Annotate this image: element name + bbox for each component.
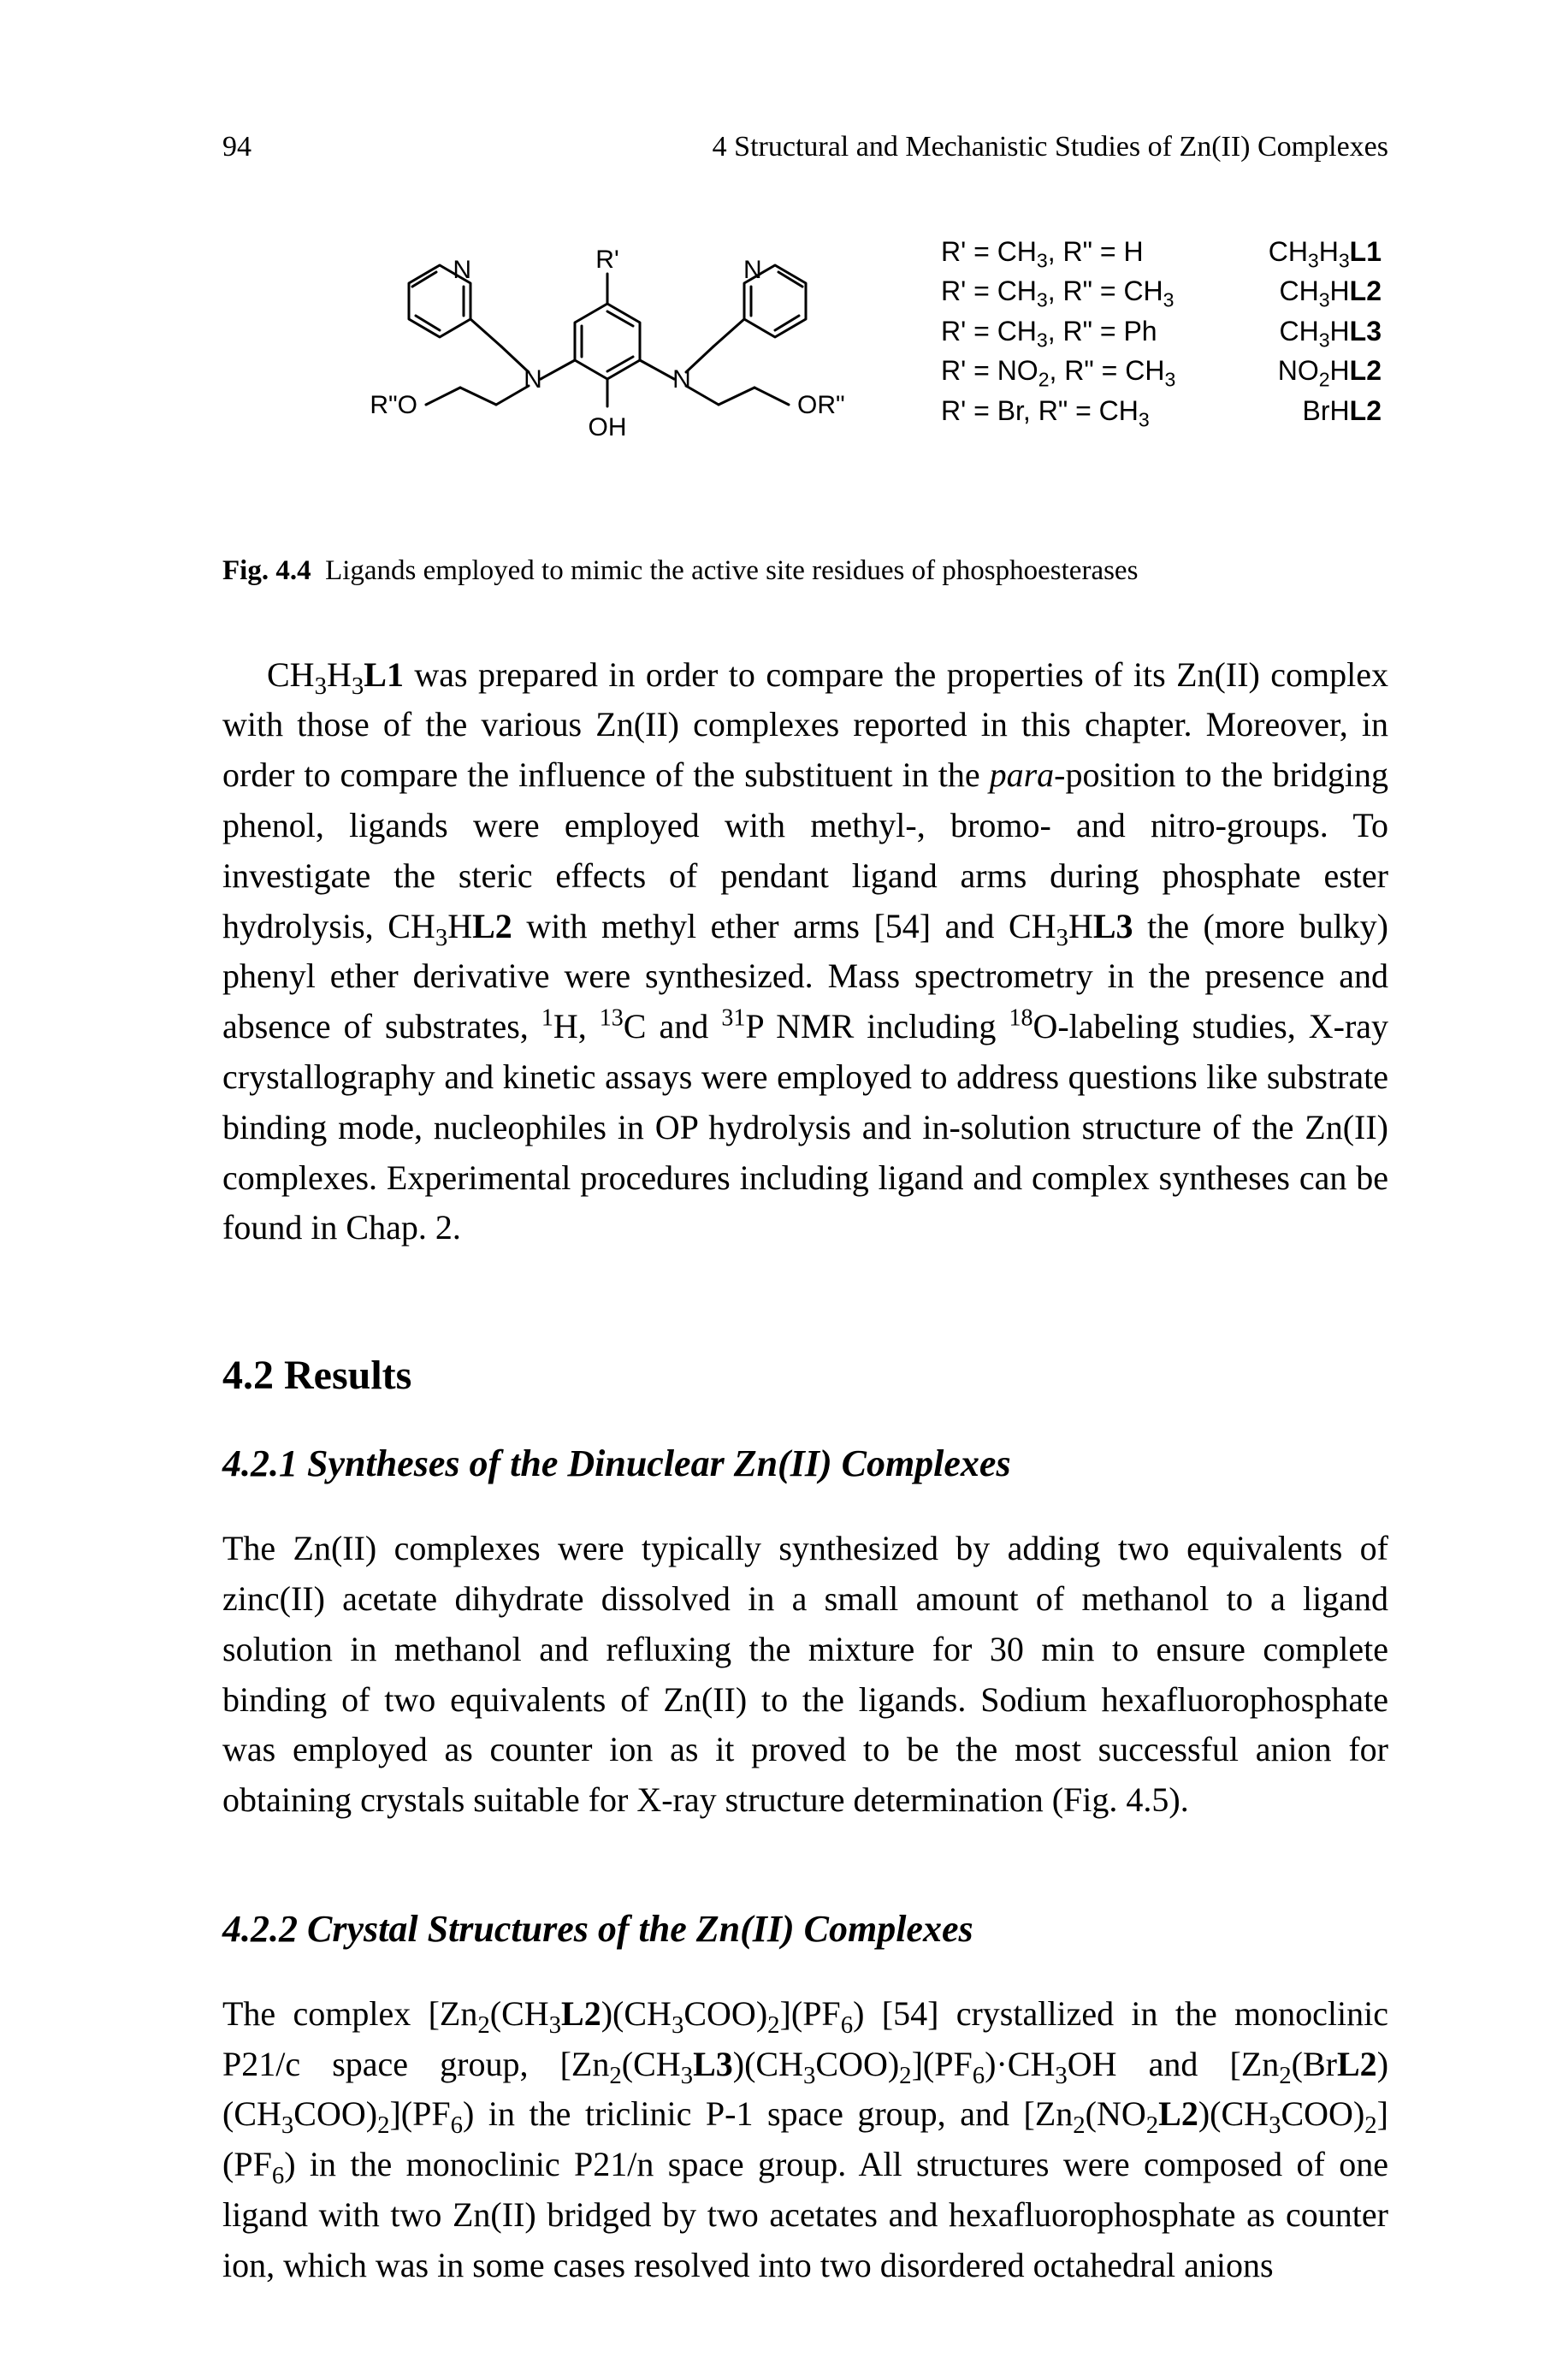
table-row: R' = Br, R" = CH3 BrHL2 [941, 391, 1382, 430]
atom-label: N [524, 365, 542, 394]
atom-label: R"O [370, 391, 417, 419]
ligand-name: NO2HL2 [1228, 351, 1382, 390]
figure-caption: Fig. 4.4 Ligands employed to mimic the a… [222, 552, 1388, 590]
body-text: CH3H3L1 was prepared in order to compare… [222, 650, 1388, 1254]
ligand-structure-diagram: R' OH N N N N R"O OR" [325, 227, 890, 483]
atom-label: N [743, 256, 762, 284]
atom-label: OH [589, 413, 627, 441]
ligand-name: CH3HL3 [1228, 311, 1382, 351]
running-title: 4 Structural and Mechanistic Studies of … [713, 133, 1388, 162]
ligand-name: CH3H3L1 [1228, 232, 1382, 271]
section-heading: 4.2 Results [222, 1352, 1388, 1399]
figure-label: Fig. 4.4 [222, 555, 311, 586]
subsection-heading: 4.2.2 Crystal Structures of the Zn(II) C… [222, 1907, 1388, 1951]
atom-label: OR" [797, 391, 845, 419]
table-row: R' = CH3, R" = H CH3H3L1 [941, 232, 1382, 271]
subst-condition: R' = CH3, R" = CH3 [941, 271, 1228, 311]
body-text: The complex [Zn2(CH3L2)(CH3COO)2](PF6) [… [222, 1989, 1388, 2291]
figure-4-4: R' OH N N N N R"O OR" R' = CH3, R" = H [222, 227, 1388, 590]
atom-label: N [453, 256, 471, 284]
body-text: The Zn(II) complexes were typically synt… [222, 1524, 1388, 1826]
atom-label: R' [595, 246, 618, 274]
figure-caption-text: Ligands employed to mimic the active sit… [325, 555, 1138, 586]
subst-condition: R' = CH3, R" = Ph [941, 311, 1228, 351]
subst-condition: R' = NO2, R" = CH3 [941, 351, 1228, 390]
substituent-table: R' = CH3, R" = H CH3H3L1 R' = CH3, R" = … [941, 232, 1382, 430]
paragraph: The Zn(II) complexes were typically synt… [222, 1524, 1388, 1826]
running-head: 94 4 Structural and Mechanistic Studies … [222, 133, 1388, 162]
table-row: R' = NO2, R" = CH3 NO2HL2 [941, 351, 1382, 390]
subst-condition: R' = CH3, R" = H [941, 232, 1228, 271]
subst-condition: R' = Br, R" = CH3 [941, 391, 1228, 430]
table-row: R' = CH3, R" = Ph CH3HL3 [941, 311, 1382, 351]
ligand-name: BrHL2 [1228, 391, 1382, 430]
table-row: R' = CH3, R" = CH3 CH3HL2 [941, 271, 1382, 311]
ligand-name: CH3HL2 [1228, 271, 1382, 311]
subsection-heading: 4.2.1 Syntheses of the Dinuclear Zn(II) … [222, 1442, 1388, 1485]
paragraph: CH3H3L1 was prepared in order to compare… [222, 650, 1388, 1254]
atom-label: N [672, 365, 691, 394]
page-number: 94 [222, 133, 251, 162]
paragraph: The complex [Zn2(CH3L2)(CH3COO)2](PF6) [… [222, 1989, 1388, 2291]
